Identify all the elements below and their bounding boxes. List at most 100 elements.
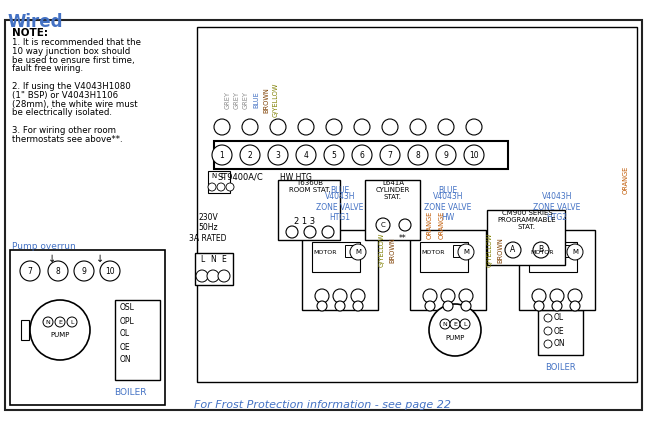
Text: be used to ensure first time,: be used to ensure first time, — [12, 56, 135, 65]
Circle shape — [410, 119, 426, 135]
Text: L: L — [220, 173, 224, 179]
Text: ST9400A/C: ST9400A/C — [217, 173, 263, 182]
Circle shape — [544, 314, 552, 322]
Circle shape — [532, 289, 546, 303]
Text: 1: 1 — [219, 151, 225, 160]
Circle shape — [214, 119, 230, 135]
Text: ORANGE: ORANGE — [427, 211, 433, 239]
Text: M: M — [355, 249, 361, 255]
Circle shape — [317, 301, 327, 311]
Text: N: N — [211, 173, 216, 179]
Circle shape — [286, 226, 298, 238]
Bar — [420, 242, 468, 272]
Text: N: N — [46, 319, 50, 325]
Circle shape — [458, 244, 474, 260]
Text: L: L — [463, 322, 466, 327]
Bar — [10, 250, 165, 405]
Text: A: A — [510, 246, 516, 254]
Text: 3: 3 — [276, 151, 280, 160]
Text: thermostats see above**.: thermostats see above**. — [12, 135, 123, 144]
Text: PUMP: PUMP — [445, 335, 465, 341]
Text: 10: 10 — [105, 267, 115, 276]
Bar — [519, 230, 595, 310]
Circle shape — [382, 119, 398, 135]
Circle shape — [326, 119, 342, 135]
Text: 2. If using the V4043H1080: 2. If using the V4043H1080 — [12, 82, 131, 91]
Bar — [538, 310, 583, 355]
Bar — [208, 171, 230, 193]
Circle shape — [461, 301, 471, 311]
Circle shape — [441, 289, 455, 303]
Circle shape — [242, 119, 258, 135]
Text: V4043H
ZONE VALVE
HTG1: V4043H ZONE VALVE HTG1 — [316, 192, 364, 222]
Text: E: E — [58, 319, 62, 325]
Circle shape — [212, 145, 232, 165]
Text: 5: 5 — [331, 151, 336, 160]
Circle shape — [351, 289, 365, 303]
Bar — [278, 180, 340, 240]
Text: GREY: GREY — [243, 91, 249, 109]
Bar — [453, 245, 463, 257]
Bar — [21, 320, 29, 340]
Text: BLUE: BLUE — [331, 186, 349, 195]
Text: (1" BSP) or V4043H1106: (1" BSP) or V4043H1106 — [12, 91, 118, 100]
Circle shape — [74, 261, 94, 281]
Circle shape — [459, 289, 473, 303]
Text: G/YELLOW: G/YELLOW — [273, 83, 279, 117]
Circle shape — [240, 145, 260, 165]
Text: OE: OE — [554, 327, 565, 335]
Text: BROWN: BROWN — [389, 237, 395, 263]
Circle shape — [350, 244, 366, 260]
Circle shape — [464, 145, 484, 165]
Text: 7: 7 — [388, 151, 393, 160]
Circle shape — [20, 261, 40, 281]
Text: 7: 7 — [28, 267, 32, 276]
Text: BLUE: BLUE — [253, 92, 259, 108]
Circle shape — [354, 119, 370, 135]
Circle shape — [533, 242, 549, 258]
Text: (28mm), the white wire must: (28mm), the white wire must — [12, 100, 138, 108]
Text: GREY: GREY — [234, 91, 240, 109]
Text: HW HTG: HW HTG — [280, 173, 312, 182]
Circle shape — [43, 317, 53, 327]
Text: 3. For wiring other room: 3. For wiring other room — [12, 126, 116, 135]
Text: ↓: ↓ — [48, 254, 56, 264]
Text: N: N — [443, 322, 447, 327]
Text: 9: 9 — [444, 151, 448, 160]
Text: BOILER: BOILER — [545, 363, 575, 372]
Circle shape — [67, 317, 77, 327]
Text: 6: 6 — [360, 151, 364, 160]
Text: **: ** — [399, 233, 407, 243]
Circle shape — [436, 145, 456, 165]
Text: C: C — [380, 222, 386, 228]
Text: NOTE:: NOTE: — [12, 28, 48, 38]
Circle shape — [408, 145, 428, 165]
Circle shape — [207, 270, 219, 282]
Text: G/YELLOW: G/YELLOW — [487, 233, 493, 267]
Circle shape — [425, 301, 435, 311]
Bar — [302, 230, 378, 310]
Bar — [345, 245, 355, 257]
Circle shape — [429, 304, 481, 356]
Text: ↓: ↓ — [96, 254, 104, 264]
Circle shape — [544, 340, 552, 348]
Circle shape — [298, 119, 314, 135]
Text: OL: OL — [554, 314, 564, 322]
Text: Wired: Wired — [7, 13, 63, 31]
Circle shape — [30, 300, 90, 360]
Circle shape — [55, 317, 65, 327]
Text: fault free wiring.: fault free wiring. — [12, 65, 83, 73]
Text: OL: OL — [120, 330, 130, 338]
Circle shape — [226, 183, 234, 191]
Circle shape — [353, 301, 363, 311]
Bar — [487, 210, 565, 265]
Circle shape — [440, 319, 450, 329]
Circle shape — [534, 301, 544, 311]
Text: BROWN: BROWN — [263, 87, 269, 113]
Text: BOILER: BOILER — [114, 388, 146, 397]
Text: V4043H
ZONE VALVE
HTG2: V4043H ZONE VALVE HTG2 — [533, 192, 581, 222]
Text: BLUE: BLUE — [439, 186, 457, 195]
Circle shape — [552, 301, 562, 311]
Circle shape — [296, 145, 316, 165]
Text: 8: 8 — [56, 267, 60, 276]
